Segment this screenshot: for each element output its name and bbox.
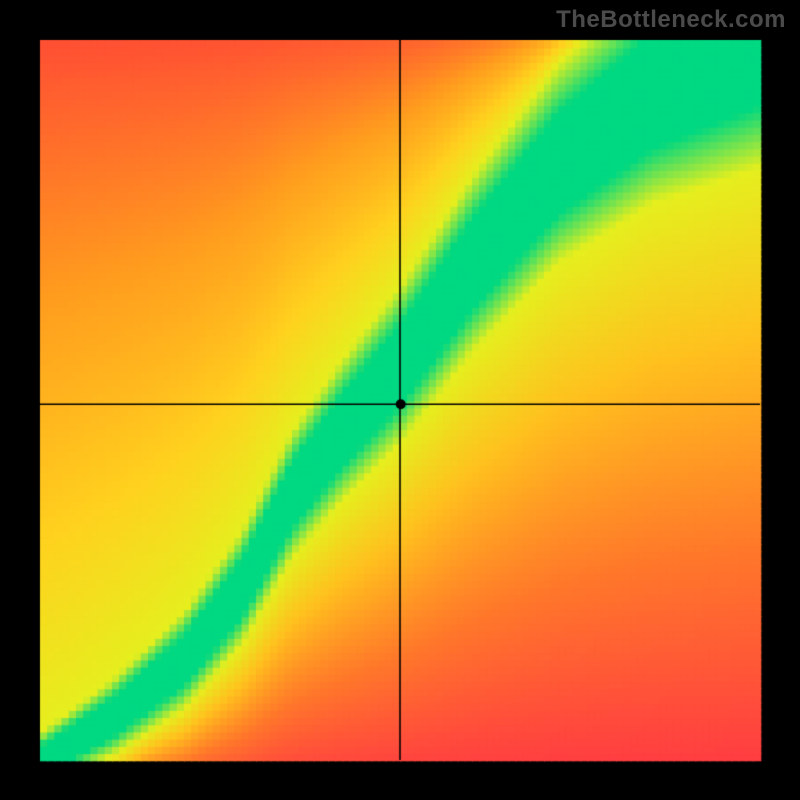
bottleneck-heatmap <box>0 0 800 800</box>
chart-wrapper: TheBottleneck.com <box>0 0 800 800</box>
watermark-text: TheBottleneck.com <box>556 6 786 34</box>
